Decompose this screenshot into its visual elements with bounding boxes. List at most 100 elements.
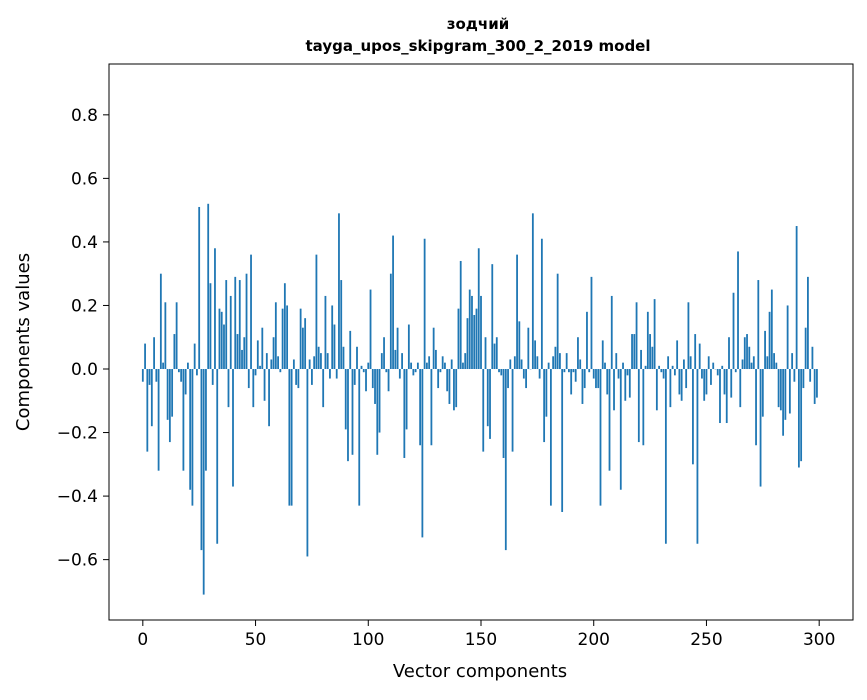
bar xyxy=(288,369,290,506)
bar xyxy=(525,369,527,388)
bar xyxy=(588,369,590,372)
y-tick-label: 0.6 xyxy=(71,169,98,189)
bar xyxy=(582,369,584,404)
bar xyxy=(415,369,417,372)
bar xyxy=(609,369,611,471)
bar xyxy=(523,369,525,379)
bar xyxy=(363,369,365,372)
bar xyxy=(183,369,185,471)
bar xyxy=(255,369,257,375)
bar xyxy=(494,344,496,369)
bar xyxy=(638,369,640,442)
bar xyxy=(692,369,694,464)
bar xyxy=(151,369,153,426)
bar xyxy=(527,328,529,369)
bar xyxy=(173,334,175,369)
bar xyxy=(651,347,653,369)
bar xyxy=(354,369,356,385)
bar xyxy=(753,356,755,369)
bar xyxy=(536,356,538,369)
bar xyxy=(701,369,703,379)
bar xyxy=(424,239,426,369)
bar xyxy=(153,337,155,369)
bar xyxy=(325,296,327,369)
bar xyxy=(672,366,674,369)
bar xyxy=(624,369,626,401)
bar xyxy=(187,363,189,369)
bar xyxy=(721,366,723,369)
y-tick-label: −0.4 xyxy=(57,487,98,507)
bar xyxy=(385,369,387,372)
bar xyxy=(347,369,349,461)
bar xyxy=(744,337,746,369)
bar xyxy=(329,369,331,379)
bar xyxy=(214,248,216,369)
bar xyxy=(419,369,421,445)
bar xyxy=(730,369,732,398)
bar xyxy=(291,369,293,506)
bar xyxy=(433,328,435,369)
bar xyxy=(304,318,306,369)
bar xyxy=(406,369,408,429)
bar xyxy=(509,359,511,369)
bar xyxy=(649,334,651,369)
x-tick-label: 0 xyxy=(137,630,148,650)
bar xyxy=(561,369,563,512)
bar xyxy=(762,369,764,417)
bar xyxy=(284,283,286,369)
bar xyxy=(417,363,419,369)
bar xyxy=(514,356,516,369)
bar xyxy=(410,363,412,369)
bar xyxy=(149,369,151,385)
bar xyxy=(591,277,593,369)
bar xyxy=(669,369,671,407)
bar xyxy=(500,369,502,375)
bar xyxy=(739,369,741,407)
bar xyxy=(597,369,599,388)
bar xyxy=(516,255,518,369)
bar xyxy=(796,226,798,369)
bar xyxy=(775,363,777,369)
bar xyxy=(507,369,509,388)
bar xyxy=(383,337,385,369)
bar xyxy=(658,366,660,369)
x-tick-label: 50 xyxy=(245,630,267,650)
bar xyxy=(679,369,681,394)
bar xyxy=(426,363,428,369)
bar xyxy=(455,369,457,407)
bar xyxy=(604,363,606,369)
bar xyxy=(440,369,442,372)
bar xyxy=(259,366,261,369)
bar xyxy=(683,359,685,369)
bar xyxy=(228,369,230,407)
bar xyxy=(257,340,259,369)
bar xyxy=(169,369,171,442)
bar xyxy=(807,277,809,369)
bar xyxy=(327,353,329,369)
bar xyxy=(412,369,414,375)
bar xyxy=(266,353,268,369)
bar xyxy=(358,369,360,506)
bar xyxy=(399,369,401,379)
bar xyxy=(573,369,575,372)
bar xyxy=(757,280,759,369)
bar xyxy=(636,302,638,369)
bar xyxy=(392,236,394,369)
bar xyxy=(205,369,207,471)
bar xyxy=(584,369,586,388)
bar xyxy=(595,369,597,388)
bar xyxy=(376,369,378,455)
bar xyxy=(688,302,690,369)
bar xyxy=(552,356,554,369)
bar xyxy=(261,328,263,369)
bar xyxy=(660,369,662,372)
bar xyxy=(539,369,541,379)
bar xyxy=(397,328,399,369)
bar xyxy=(555,347,557,369)
bar xyxy=(667,356,669,369)
bar xyxy=(273,337,275,369)
bar xyxy=(207,204,209,369)
bar xyxy=(194,344,196,369)
chart-title: зодчий xyxy=(447,15,509,33)
